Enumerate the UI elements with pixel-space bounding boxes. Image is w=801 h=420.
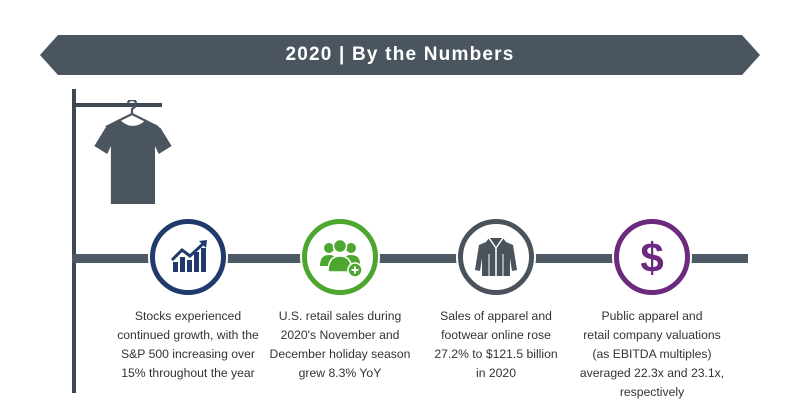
stat-3-caption: Sales of apparel and footwear online ros… [434, 309, 558, 380]
stat-2-caption: U.S. retail sales during 2020's November… [269, 309, 411, 380]
stat-4-circle: $ [614, 219, 690, 295]
growth-chart-icon [170, 240, 207, 272]
rack-arm [72, 103, 162, 107]
stat-1-circle [150, 219, 226, 295]
stat-2-circle [302, 219, 378, 295]
rack-pole [72, 89, 76, 393]
header-banner: 2020 | By the Numbers [40, 35, 760, 75]
stat-4-caption: Public apparel and retail company valuat… [579, 309, 725, 399]
page-title: 2020 | By the Numbers [285, 44, 515, 65]
group-add-icon [320, 238, 363, 278]
stat-3-circle [458, 219, 534, 295]
stat-1-caption: Stocks experienced continued growth, wit… [117, 309, 259, 380]
dollar-sign-icon: $ [640, 234, 663, 281]
svg-text:$: $ [640, 234, 663, 281]
timeline-line [72, 254, 748, 263]
shirt-on-hanger-icon [94, 98, 174, 211]
jacket-icon [475, 237, 517, 276]
banner-shape [40, 35, 760, 75]
